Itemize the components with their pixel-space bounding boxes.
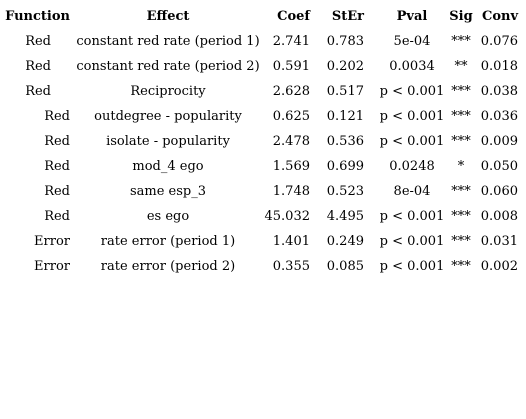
ster-cell: 0.783 [326,34,364,49]
header-sig: Sig [449,9,473,24]
coef-cell: 1.401 [272,234,310,249]
conv-cell: 0.036 [480,109,518,124]
pval-cell: p < 0.001 [379,84,445,99]
effect-cell: Reciprocity [130,84,206,99]
function-cell: Error [34,234,70,249]
pval-cell: 8e-04 [393,184,431,199]
header-pval: Pval [396,9,428,24]
effect-cell: rate error (period 1) [100,234,236,249]
header-ster: StEr [331,9,364,24]
ster-cell: 0.121 [326,109,364,124]
coef-cell: 0.625 [272,109,310,124]
function-cell: Red [25,59,51,74]
function-cell: Red [44,184,70,199]
effect-cell: rate error (period 2) [100,259,236,274]
conv-cell: 0.031 [480,234,518,249]
conv-cell: 0.018 [480,59,518,74]
sig-cell: *** [451,34,471,49]
effect-cell: es ego [146,209,190,224]
effect-cell: constant red rate (period 1) [76,34,260,49]
sig-cell: * [457,159,465,174]
pval-cell: p < 0.001 [379,259,445,274]
coef-cell: 0.591 [272,59,310,74]
pval-cell: p < 0.001 [379,209,445,224]
header-effect: Effect [146,9,190,24]
ster-cell: 0.249 [326,234,364,249]
header-coef: Coef [277,9,310,24]
sig-cell: *** [451,184,471,199]
function-cell: Error [34,259,70,274]
pval-cell: p < 0.001 [379,109,445,124]
conv-cell: 0.060 [480,184,518,199]
sig-cell: *** [451,234,471,249]
sig-cell: *** [451,259,471,274]
conv-cell: 0.008 [480,209,518,224]
coef-cell: 2.478 [272,134,310,149]
ster-cell: 0.202 [326,59,364,74]
coef-cell: 1.569 [272,159,310,174]
sig-cell: *** [451,109,471,124]
conv-cell: 0.050 [480,159,518,174]
sig-cell: *** [451,209,471,224]
coef-cell: 45.032 [264,209,311,224]
pval-cell: 5e-04 [393,34,431,49]
coef-cell: 2.628 [272,84,310,99]
conv-cell: 0.009 [480,134,518,149]
conv-cell: 0.076 [480,34,518,49]
effect-cell: mod_4 ego [132,159,204,174]
conv-cell: 0.038 [480,84,518,99]
effect-cell: constant red rate (period 2) [76,59,260,74]
pval-cell: 0.0248 [389,159,435,174]
function-cell: Red [25,34,51,49]
coef-cell: 2.741 [272,34,310,49]
ster-cell: 0.536 [326,134,364,149]
coef-cell: 1.748 [272,184,310,199]
effect-cell: outdegree - popularity [94,109,242,124]
ster-cell: 4.495 [326,209,364,224]
sig-cell: ** [454,59,468,74]
function-cell: Red [44,109,70,124]
sig-cell: *** [451,84,471,99]
conv-cell: 0.002 [480,259,518,274]
ster-cell: 0.085 [326,259,364,274]
coef-cell: 0.355 [272,259,310,274]
header-conv: Conv [481,9,518,24]
effect-cell: isolate - popularity [106,134,230,149]
ster-cell: 0.523 [326,184,364,199]
pval-cell: p < 0.001 [379,234,445,249]
function-cell: Red [44,134,70,149]
function-cell: Red [25,84,51,99]
ster-cell: 0.699 [326,159,364,174]
effect-cell: same esp_3 [129,184,207,199]
sig-cell: *** [451,134,471,149]
pval-cell: 0.0034 [389,59,435,74]
function-cell: Red [44,209,70,224]
ster-cell: 0.517 [326,84,364,99]
function-cell: Red [44,159,70,174]
header-function: Function [5,9,70,24]
pval-cell: p < 0.001 [379,134,445,149]
